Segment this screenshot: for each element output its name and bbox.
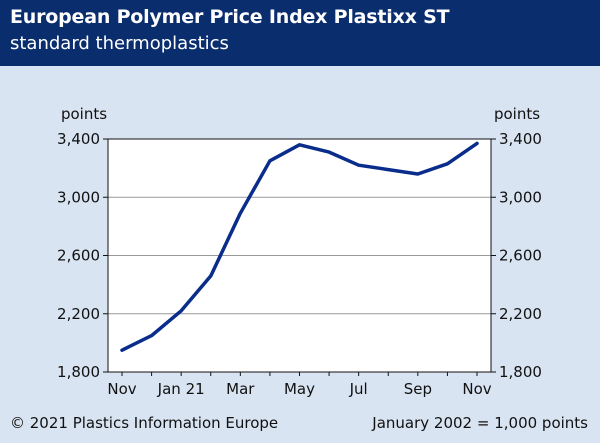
x-tick-label: Sep [404,380,432,398]
plot-frame [107,138,492,373]
chart-title: European Polymer Price Index Plastixx ST [10,6,450,28]
x-tick-label: Nov [462,380,491,398]
y-tick-label-right: 2,200 [499,305,542,323]
y-axis-label-right: points [494,105,540,123]
y-tick-label-right: 3,400 [499,130,542,148]
chart-subtitle: standard thermoplastics [10,33,229,54]
x-tick-label: Jul [349,380,368,398]
x-tick-label: May [284,380,315,398]
y-tick-label-right: 2,600 [499,247,542,265]
x-tick-label: Nov [107,380,136,398]
y-tick-label-left: 1,800 [57,363,100,381]
copyright-note: © 2021 Plastics Information Europe [10,414,279,432]
baseline-note: January 2002 = 1,000 points [372,414,588,432]
y-tick-label-left: 2,600 [57,247,100,265]
y-axis-label-left: points [61,105,107,123]
y-tick-label-left: 3,000 [57,188,100,206]
y-tick-label-left: 2,200 [57,305,100,323]
x-tick-label: Jan 21 [157,380,205,398]
y-tick-label-left: 3,400 [57,130,100,148]
y-tick-label-right: 1,800 [499,363,542,381]
y-tick-label-right: 3,000 [499,188,542,206]
x-tick-label: Mar [226,380,255,398]
index-series-line [120,141,479,352]
chart-header: European Polymer Price Index Plastixx ST… [0,0,600,66]
